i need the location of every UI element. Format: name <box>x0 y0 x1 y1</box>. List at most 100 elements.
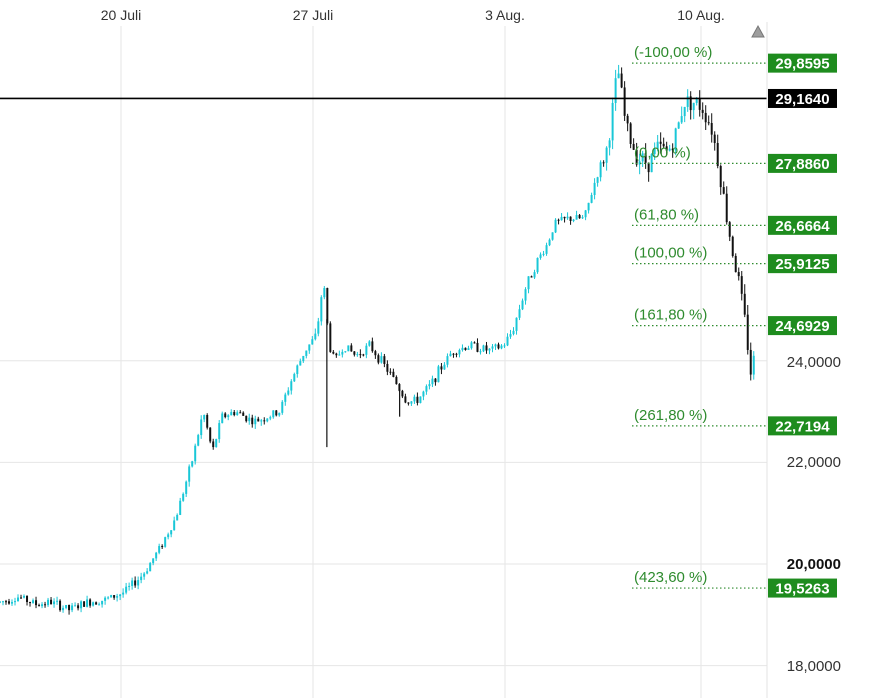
candle-body <box>74 605 77 607</box>
candle-body <box>200 419 203 436</box>
candle-body <box>497 344 500 349</box>
candle-body <box>59 600 62 611</box>
candle-body <box>188 466 191 482</box>
fib-price-label: 29,8595 <box>775 56 829 73</box>
candle-body <box>182 493 185 501</box>
candle-body <box>164 537 167 547</box>
candle-body <box>416 396 419 403</box>
candle-body <box>38 605 41 607</box>
candle-body <box>95 602 98 605</box>
candle-body <box>263 420 266 422</box>
fib-level-label: (161,80 %) <box>634 307 707 324</box>
candle-body <box>425 386 428 392</box>
candle-body <box>44 604 47 606</box>
candle-body <box>680 116 683 123</box>
fib-price-box <box>768 578 837 598</box>
candle-body <box>632 143 635 150</box>
candle-body <box>365 345 368 355</box>
candle-body <box>314 333 317 340</box>
fib-level-label: (0,00 %) <box>634 144 691 161</box>
candle-body <box>239 412 242 414</box>
candle-body <box>8 601 11 604</box>
candle-body <box>626 115 629 124</box>
candle-body <box>443 364 446 370</box>
candle-body <box>23 595 26 598</box>
candle-body <box>542 253 545 255</box>
candle-body <box>221 413 224 424</box>
candle-body <box>458 350 461 355</box>
candle-body <box>218 423 221 440</box>
candle-body <box>467 348 470 351</box>
candle-body <box>185 481 188 494</box>
candle-body <box>65 604 68 608</box>
candle-body <box>419 396 422 403</box>
candle-body <box>35 600 38 606</box>
candle-body <box>266 418 269 422</box>
candle-body <box>350 345 353 352</box>
candle-body <box>2 601 5 603</box>
y-tick-label: 18,0000 <box>787 658 841 675</box>
candle-body <box>383 356 386 364</box>
candle-body <box>194 445 197 462</box>
candle-body <box>710 123 713 135</box>
fib-level-label: (100,00 %) <box>634 245 707 262</box>
candle-body <box>413 396 416 402</box>
candle-body <box>302 355 305 362</box>
candle-body <box>446 356 449 365</box>
candle-body <box>500 345 503 349</box>
candle-body <box>329 323 332 352</box>
candle-body <box>53 601 56 605</box>
candle-body <box>131 580 134 586</box>
candle-body <box>251 417 254 425</box>
candle-body <box>149 563 152 572</box>
candle-body <box>656 141 659 149</box>
candle-body <box>209 427 212 442</box>
candle-body <box>578 215 581 219</box>
candle-body <box>179 500 182 515</box>
candle-body <box>395 376 398 385</box>
candle-body <box>716 143 719 167</box>
candle-body <box>362 354 365 356</box>
candle-body <box>512 330 515 335</box>
candle-body <box>719 166 722 188</box>
candle-body <box>527 276 530 290</box>
candle-body <box>602 162 605 164</box>
candle-body <box>155 552 158 559</box>
candle-body <box>707 122 710 124</box>
candle-body <box>230 412 233 416</box>
candle-body <box>704 112 707 123</box>
candle-body <box>740 276 743 294</box>
candle-body <box>701 109 704 113</box>
candle-body <box>731 236 734 256</box>
candle-body <box>158 546 161 553</box>
candle-body <box>14 601 17 603</box>
candle-body <box>227 415 230 418</box>
candle-body <box>122 592 125 595</box>
candle-body <box>554 219 557 233</box>
candle-body <box>464 347 467 351</box>
candle-body <box>341 351 344 355</box>
home-icon[interactable] <box>751 24 765 38</box>
candle-body <box>116 596 119 598</box>
candle-body <box>548 239 551 246</box>
candle-body <box>56 600 59 602</box>
candle-body <box>0 601 1 603</box>
candle-body <box>272 410 275 418</box>
candle-body <box>440 366 443 370</box>
fib-price-box <box>768 254 837 274</box>
y-tick-label: 22,0000 <box>787 454 841 471</box>
candle-body <box>32 600 35 603</box>
candle-body <box>572 219 575 221</box>
candle-body <box>50 599 53 605</box>
candle-body <box>143 573 146 577</box>
candle-body <box>377 355 380 363</box>
current-price-box <box>768 88 837 108</box>
candle-body <box>212 441 215 448</box>
candle-body <box>482 345 485 352</box>
candle-body <box>248 417 251 422</box>
candle-body <box>392 371 395 377</box>
candle-body <box>539 254 542 258</box>
candle-body <box>686 96 689 107</box>
candle-body <box>437 366 440 383</box>
candle-body <box>485 345 488 351</box>
